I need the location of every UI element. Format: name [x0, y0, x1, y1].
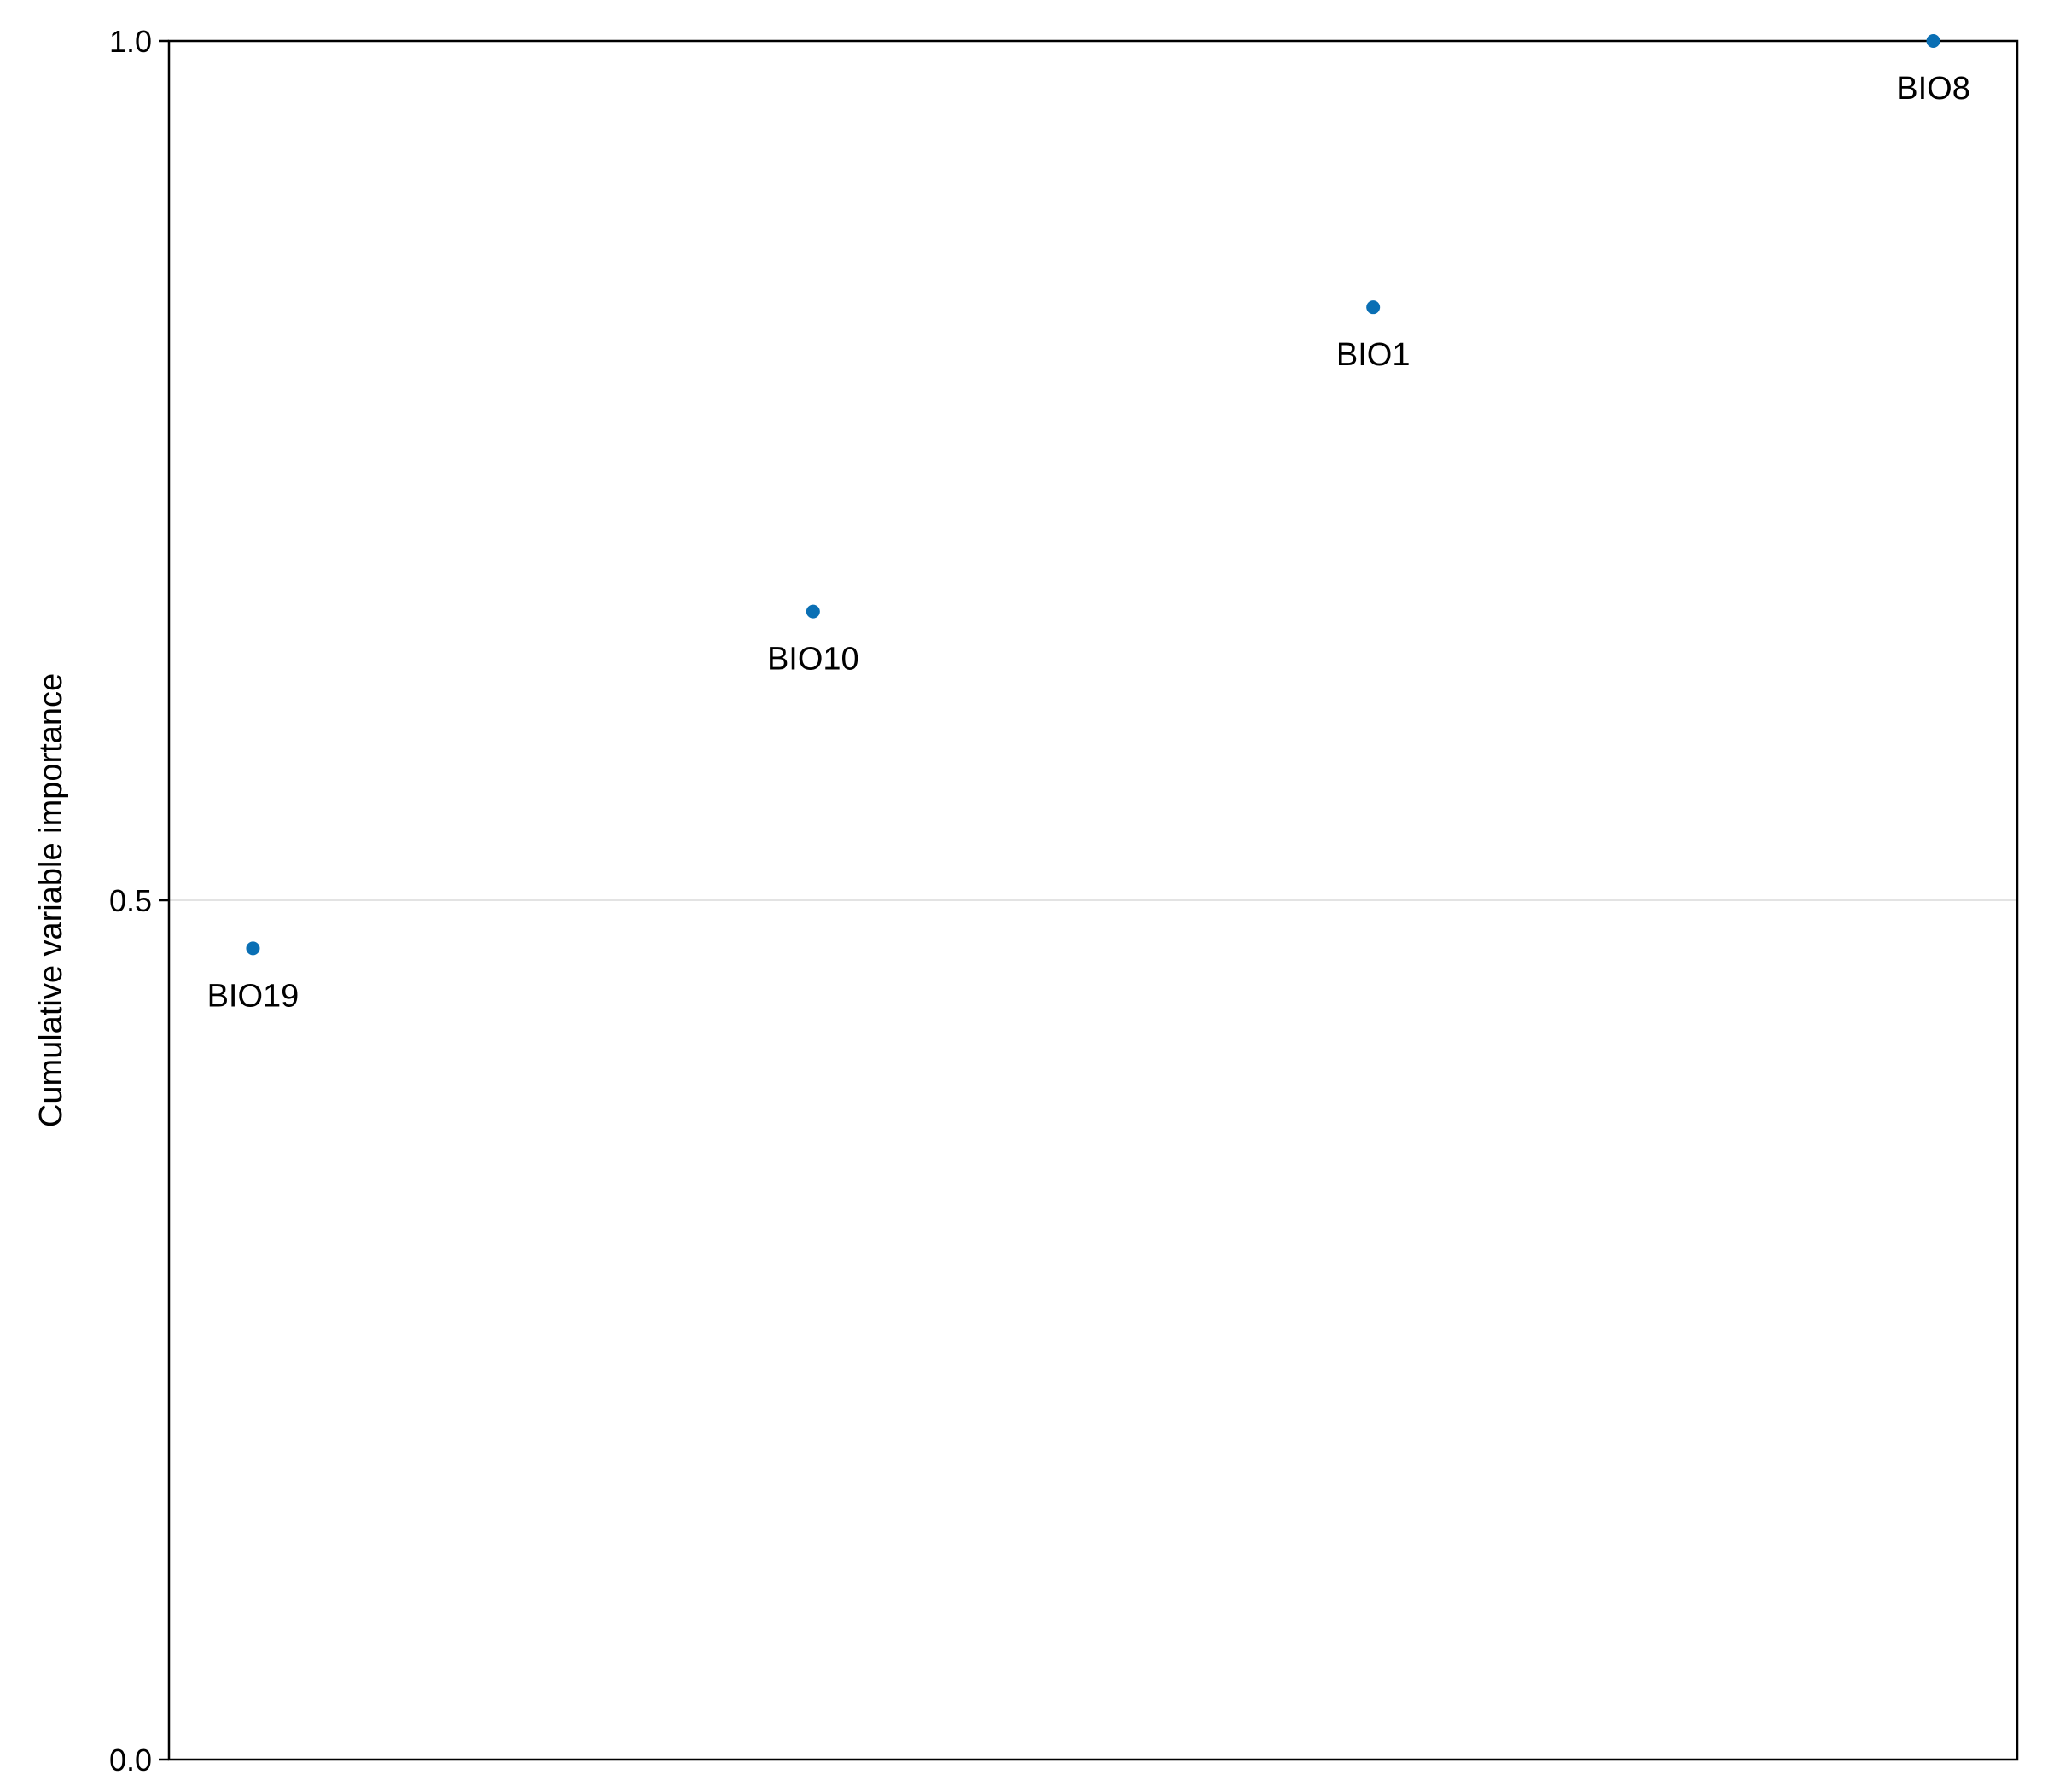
point-label-bio8: BIO8 — [1896, 71, 1970, 107]
point-label-bio19: BIO19 — [207, 978, 300, 1014]
y-tick-label: 0.5 — [109, 883, 152, 918]
y-tick-label: 0.0 — [109, 1743, 152, 1777]
data-point-bio10 — [806, 604, 820, 619]
point-labels: BIO19 BIO10 BIO1 BIO8 — [207, 71, 1970, 1014]
data-point-bio1 — [1366, 300, 1381, 315]
y-axis-title: Cumulative variable importance — [33, 673, 69, 1127]
y-axis-ticks: 0.0 0.5 1.0 — [109, 24, 169, 1777]
data-points — [246, 34, 1940, 956]
y-tick-label: 1.0 — [109, 24, 152, 59]
data-point-bio19 — [246, 941, 260, 956]
point-label-bio1: BIO1 — [1336, 337, 1411, 373]
data-point-bio8 — [1926, 34, 1940, 48]
point-label-bio10: BIO10 — [767, 642, 859, 678]
